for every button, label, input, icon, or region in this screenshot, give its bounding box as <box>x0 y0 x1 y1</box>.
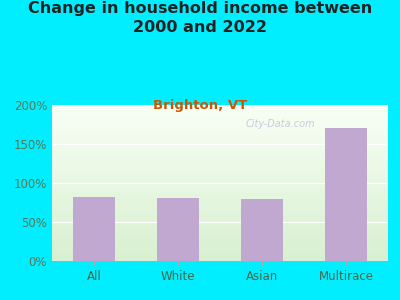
Bar <box>157 198 199 261</box>
Bar <box>241 200 283 261</box>
Text: City-Data.com: City-Data.com <box>246 119 315 129</box>
Bar <box>325 128 367 261</box>
Text: Brighton, VT: Brighton, VT <box>153 99 247 112</box>
Bar <box>73 197 115 261</box>
Text: Change in household income between
2000 and 2022: Change in household income between 2000 … <box>28 2 372 35</box>
